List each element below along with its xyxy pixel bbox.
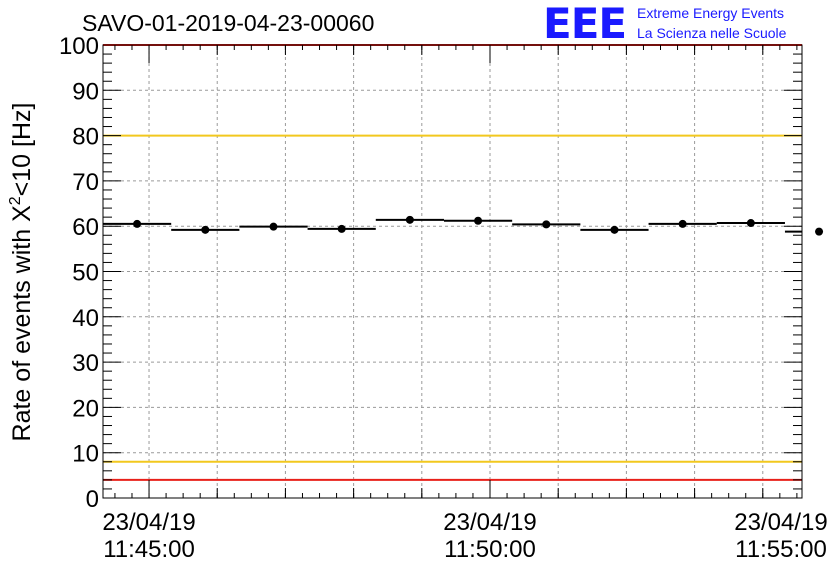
grid <box>103 45 802 498</box>
x-tick-date: 23/04/19 <box>734 509 827 536</box>
x-tick-date: 23/04/19 <box>443 509 536 536</box>
x-tick-time: 11:45:00 <box>103 536 195 563</box>
x-tick-time: 11:50:00 <box>444 536 536 563</box>
data-point <box>542 220 551 229</box>
data-point <box>269 222 278 231</box>
y-tick-label: 100 <box>59 33 99 60</box>
y-tick-label: 80 <box>72 124 99 151</box>
tick-labels: 010203040506070809010023/04/1911:45:0023… <box>59 33 828 563</box>
logo-line-2: La Scienza nelle Scuole <box>637 25 787 41</box>
x-tick-date: 23/04/19 <box>102 509 195 536</box>
eee-logo: EEE Extreme Energy Events La Scienza nel… <box>543 0 787 48</box>
y-tick-label: 10 <box>72 441 99 468</box>
data-point <box>610 225 619 234</box>
data-point <box>678 219 687 228</box>
y-tick-label: 50 <box>72 260 99 287</box>
axis-ticks <box>103 44 802 499</box>
logo-mark: EEE <box>543 0 626 48</box>
y-tick-label: 60 <box>72 214 99 241</box>
data-point <box>201 225 210 234</box>
reference-lines <box>103 44 802 481</box>
chart-title: SAVO-01-2019-04-23-00060 <box>82 10 374 36</box>
y-axis-label: Rate of events with X2<10 [Hz] <box>7 103 36 442</box>
y-tick-label: 40 <box>72 305 99 332</box>
data-points <box>103 215 824 236</box>
data-point <box>746 219 755 228</box>
y-tick-label: 20 <box>72 395 99 422</box>
data-point <box>405 215 414 224</box>
data-point <box>133 219 142 228</box>
data-point <box>815 227 824 236</box>
y-tick-label: 70 <box>72 169 99 196</box>
data-point <box>337 224 346 233</box>
data-point <box>474 216 483 225</box>
y-tick-label: 90 <box>72 78 99 105</box>
y-tick-label: 0 <box>86 486 99 513</box>
y-tick-label: 30 <box>72 350 99 377</box>
logo-line-1: Extreme Energy Events <box>637 5 784 21</box>
x-tick-time: 11:55:00 <box>735 536 827 563</box>
